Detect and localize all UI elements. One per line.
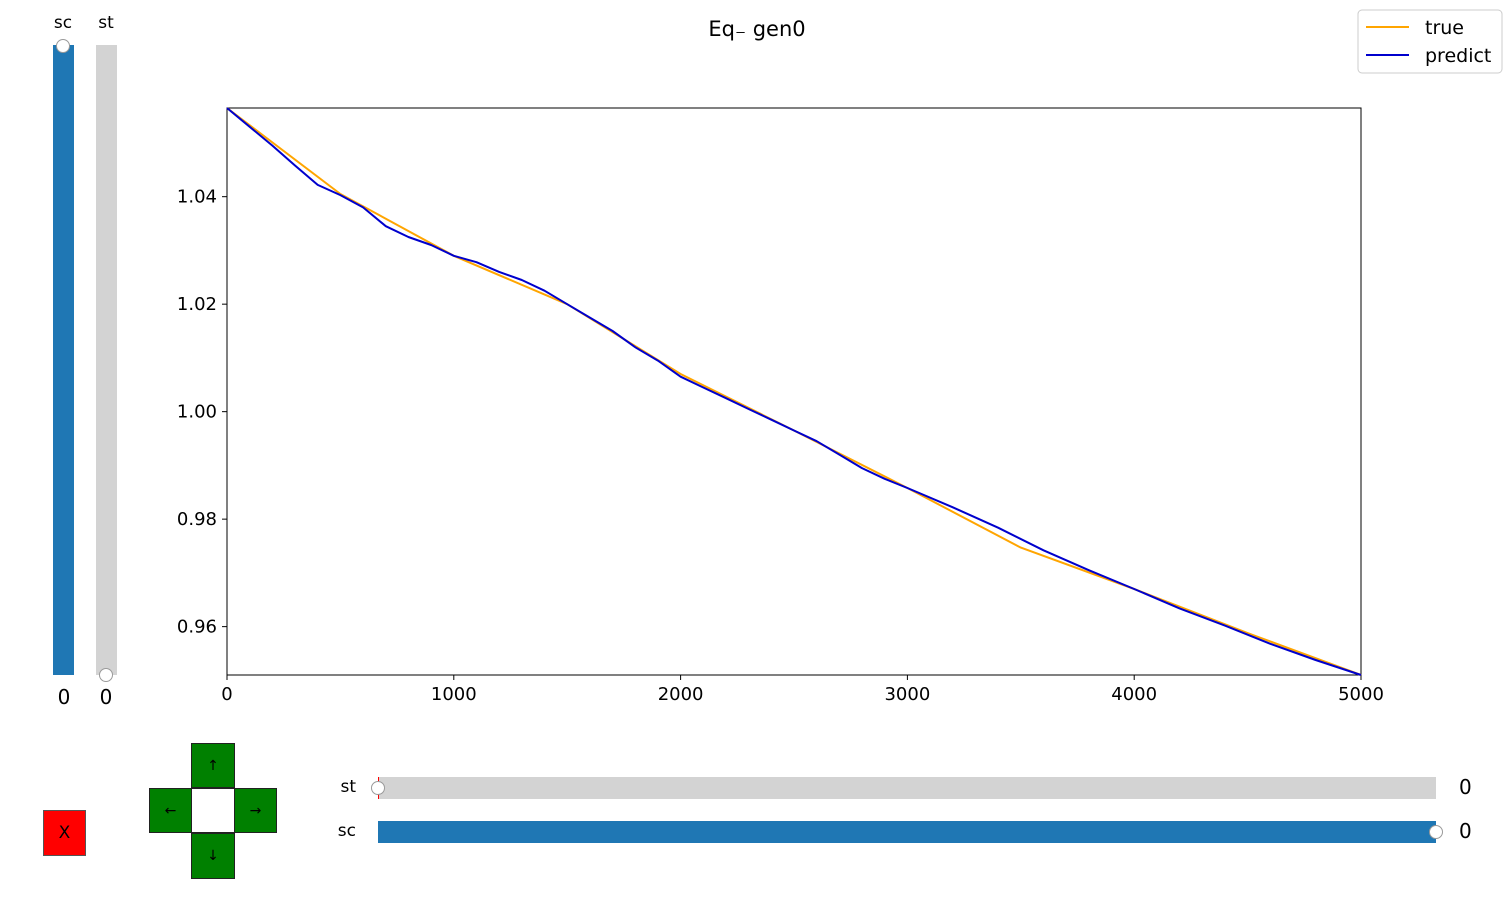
vslider-sc-handle[interactable] bbox=[56, 39, 70, 53]
x-tick-label: 2000 bbox=[658, 684, 704, 705]
vslider-sc-fill bbox=[53, 45, 74, 675]
legend: true predict bbox=[1357, 9, 1503, 74]
hslider-sc-handle[interactable] bbox=[1429, 825, 1443, 839]
x-tick-label: 3000 bbox=[884, 684, 930, 705]
y-tick-label: 0.98 bbox=[177, 509, 217, 530]
y-tick-label: 1.00 bbox=[177, 402, 217, 423]
right-arrow-button[interactable]: → bbox=[234, 788, 277, 833]
x-tick-label: 5000 bbox=[1338, 684, 1384, 705]
legend-box bbox=[1357, 9, 1503, 74]
hslider-st-track[interactable] bbox=[371, 777, 1436, 799]
hslider-sc-label: sc bbox=[337, 821, 356, 841]
vslider-st-track[interactable] bbox=[96, 45, 117, 682]
hslider-st-value: 0 bbox=[1459, 775, 1472, 799]
chart-title: Eq₋ gen0 bbox=[708, 17, 805, 41]
hslider-sc-track[interactable] bbox=[378, 821, 1443, 843]
vslider-sc-value: 0 bbox=[57, 685, 71, 709]
y-tick-label: 1.04 bbox=[177, 187, 217, 208]
close-button[interactable]: X bbox=[43, 810, 86, 856]
legend-predict-label: predict bbox=[1425, 45, 1491, 67]
plot-area bbox=[226, 107, 1362, 676]
y-tick-label: 0.96 bbox=[177, 617, 217, 638]
hslider-st-label: st bbox=[340, 777, 356, 797]
x-tick-label: 4000 bbox=[1111, 684, 1157, 705]
series-line-true bbox=[226, 107, 1362, 676]
vslider-st-value: 0 bbox=[99, 685, 113, 709]
hslider-st-handle[interactable] bbox=[371, 781, 385, 795]
down-arrow-button[interactable]: ↓ bbox=[191, 833, 235, 879]
y-tick-label: 1.02 bbox=[177, 294, 217, 315]
hslider-sc-value: 0 bbox=[1459, 819, 1472, 843]
legend-true-label: true bbox=[1425, 17, 1464, 39]
hslider-sc-fill bbox=[378, 821, 1436, 843]
vslider-sc-track[interactable] bbox=[53, 39, 74, 675]
up-arrow-button[interactable]: ↑ bbox=[191, 743, 235, 788]
vslider-st-handle[interactable] bbox=[99, 668, 113, 682]
vslider-st-label: st bbox=[98, 13, 114, 33]
series-line-predict bbox=[226, 107, 1362, 676]
x-tick-label: 1000 bbox=[431, 684, 477, 705]
left-arrow-button[interactable]: ← bbox=[149, 788, 192, 833]
arrow-pad-center bbox=[191, 788, 235, 833]
x-tick-label: 0 bbox=[221, 684, 232, 705]
vslider-sc-label: sc bbox=[53, 13, 73, 33]
